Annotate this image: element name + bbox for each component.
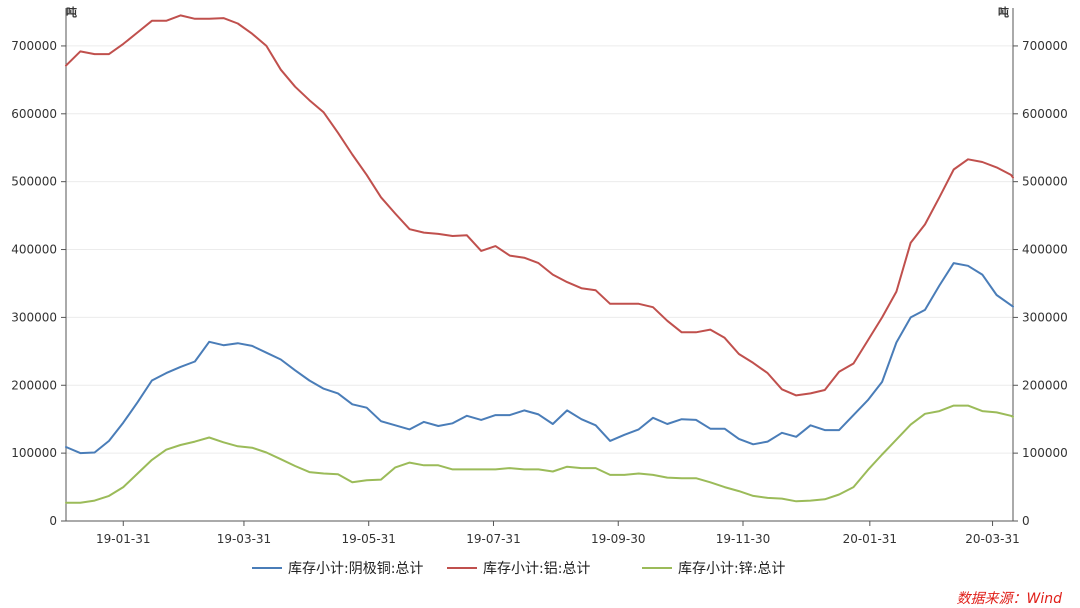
legend-label: 库存小计:锌:总计 [678, 561, 785, 577]
x-tick-label: 19-05-31 [341, 532, 395, 546]
y-tick-label-right: 600000 [1022, 107, 1068, 121]
grid-layer [66, 45, 1013, 454]
series-line [65, 404, 1014, 504]
y-tick-label-left: 0 [49, 514, 57, 528]
y-tick-label-right: 0 [1022, 514, 1030, 528]
y-unit-right: 吨 [998, 5, 1009, 19]
x-tick-label: 19-11-30 [716, 532, 770, 546]
legend-label: 库存小计:铝:总计 [483, 561, 590, 577]
y-tick-label-left: 600000 [11, 107, 57, 121]
series-line [65, 14, 1014, 397]
x-tick-label: 19-03-31 [217, 532, 271, 546]
legend: 库存小计:阴极铜:总计 库存小计:铝:总计 库存小计:锌:总计 [252, 561, 785, 577]
y-tick-label-left: 200000 [11, 378, 57, 392]
series-layer [65, 14, 1014, 504]
x-tick-label: 19-07-31 [466, 532, 520, 546]
y-tick-label-right: 500000 [1022, 175, 1068, 189]
x-tick-label: 19-09-30 [591, 532, 645, 546]
y-tick-label-right: 400000 [1022, 243, 1068, 257]
y-tick-label-left: 300000 [11, 310, 57, 324]
series-line [65, 262, 1014, 455]
y-tick-label-left: 500000 [11, 175, 57, 189]
legend-label: 库存小计:阴极铜:总计 [288, 561, 423, 577]
x-tick-label: 20-01-31 [843, 532, 897, 546]
x-tick-label: 20-03-31 [965, 532, 1019, 546]
y-tick-label-right: 200000 [1022, 378, 1068, 392]
y-tick-label-left: 700000 [11, 39, 57, 53]
y-tick-label-left: 100000 [11, 446, 57, 460]
y-tick-label-left: 400000 [11, 243, 57, 257]
y-tick-label-right: 700000 [1022, 39, 1068, 53]
data-source-note: 数据来源：Wind [956, 591, 1063, 607]
y-tick-label-right: 300000 [1022, 310, 1068, 324]
x-tick-label: 19-01-31 [96, 532, 150, 546]
y-unit-left: 吨 [66, 5, 77, 19]
axis-layer: 0 0 100000 100000 200000 200000 300000 300000 40… [11, 8, 1068, 546]
y-tick-label-right: 100000 [1022, 446, 1068, 460]
